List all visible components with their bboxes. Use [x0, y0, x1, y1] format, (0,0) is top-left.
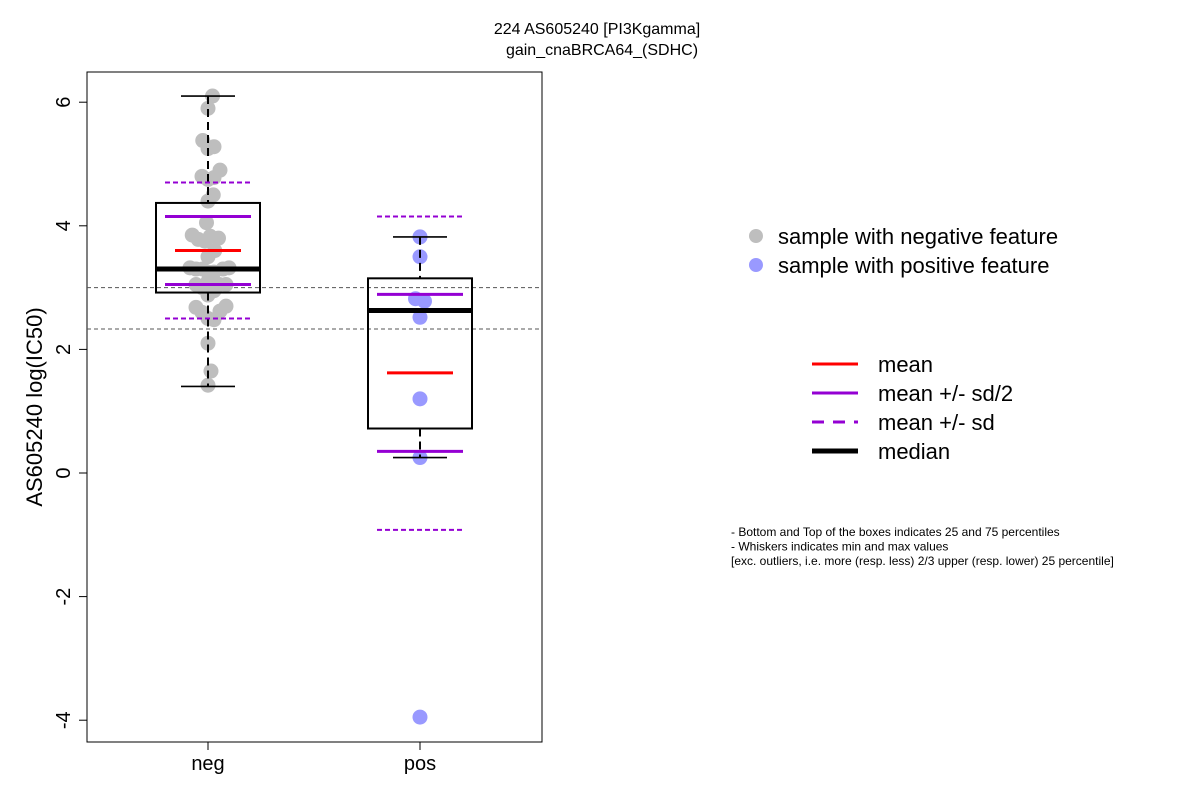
y-tick-label: 2 — [53, 344, 75, 355]
x-tick-label-pos: pos — [404, 753, 436, 775]
data-point-neg — [218, 298, 234, 314]
data-point-neg — [200, 249, 216, 265]
data-point-neg — [212, 162, 228, 178]
data-point-pos — [412, 309, 428, 325]
y-axis-label: AS605240 log(IC50) — [22, 307, 47, 506]
legend-point-label: sample with negative feature — [778, 224, 1058, 249]
data-point-neg — [206, 283, 222, 299]
footnote-line: - Bottom and Top of the boxes indicates … — [731, 525, 1060, 539]
data-point-pos — [417, 293, 432, 309]
box-iqr — [367, 277, 473, 430]
legend-point-marker — [749, 258, 763, 272]
chart-title-line-2: gain_cnaBRCA64_(SDHC) — [506, 42, 698, 59]
data-point-pos — [412, 709, 428, 725]
y-tick-label: 0 — [53, 467, 75, 478]
data-point-neg — [206, 139, 222, 155]
group-neg — [155, 88, 261, 393]
chart-title-line-1: 224 AS605240 [PI3Kgamma] — [494, 21, 700, 38]
legend-line-label: mean +/- sd — [878, 410, 995, 435]
data-point-neg — [211, 230, 226, 246]
legend-points: sample with negative feature sample with … — [749, 224, 1058, 278]
legend-point-marker — [749, 229, 763, 243]
data-point-neg — [200, 335, 216, 351]
plot-area: -4 -2 0 2 4 6 neg pos — [53, 71, 543, 775]
y-tick-label: 6 — [53, 97, 75, 108]
footnotes: - Bottom and Top of the boxes indicates … — [731, 525, 1114, 568]
y-tick-label: -4 — [53, 711, 75, 729]
x-tick-label-neg: neg — [191, 753, 224, 775]
legend-line-label: mean +/- sd/2 — [878, 381, 1013, 406]
legend-point-label: sample with positive feature — [778, 253, 1049, 278]
group-pos — [367, 215, 473, 725]
footnote-line: [exc. outliers, i.e. more (resp. less) 2… — [731, 554, 1114, 568]
data-point-neg — [203, 363, 219, 379]
data-point-neg — [199, 215, 214, 231]
legend-line-label: median — [878, 439, 950, 464]
box-iqr — [155, 201, 261, 294]
data-point-neg — [200, 100, 216, 116]
legend-line-label: mean — [878, 352, 933, 377]
y-tick-label: -2 — [53, 588, 75, 606]
y-tick-label: 4 — [53, 220, 75, 231]
plot-frame — [86, 71, 543, 743]
legend-lines: mean mean +/- sd/2 mean +/- sd median — [812, 352, 1013, 464]
data-point-pos — [412, 391, 428, 407]
footnote-line: - Whiskers indicates min and max values — [731, 540, 948, 554]
